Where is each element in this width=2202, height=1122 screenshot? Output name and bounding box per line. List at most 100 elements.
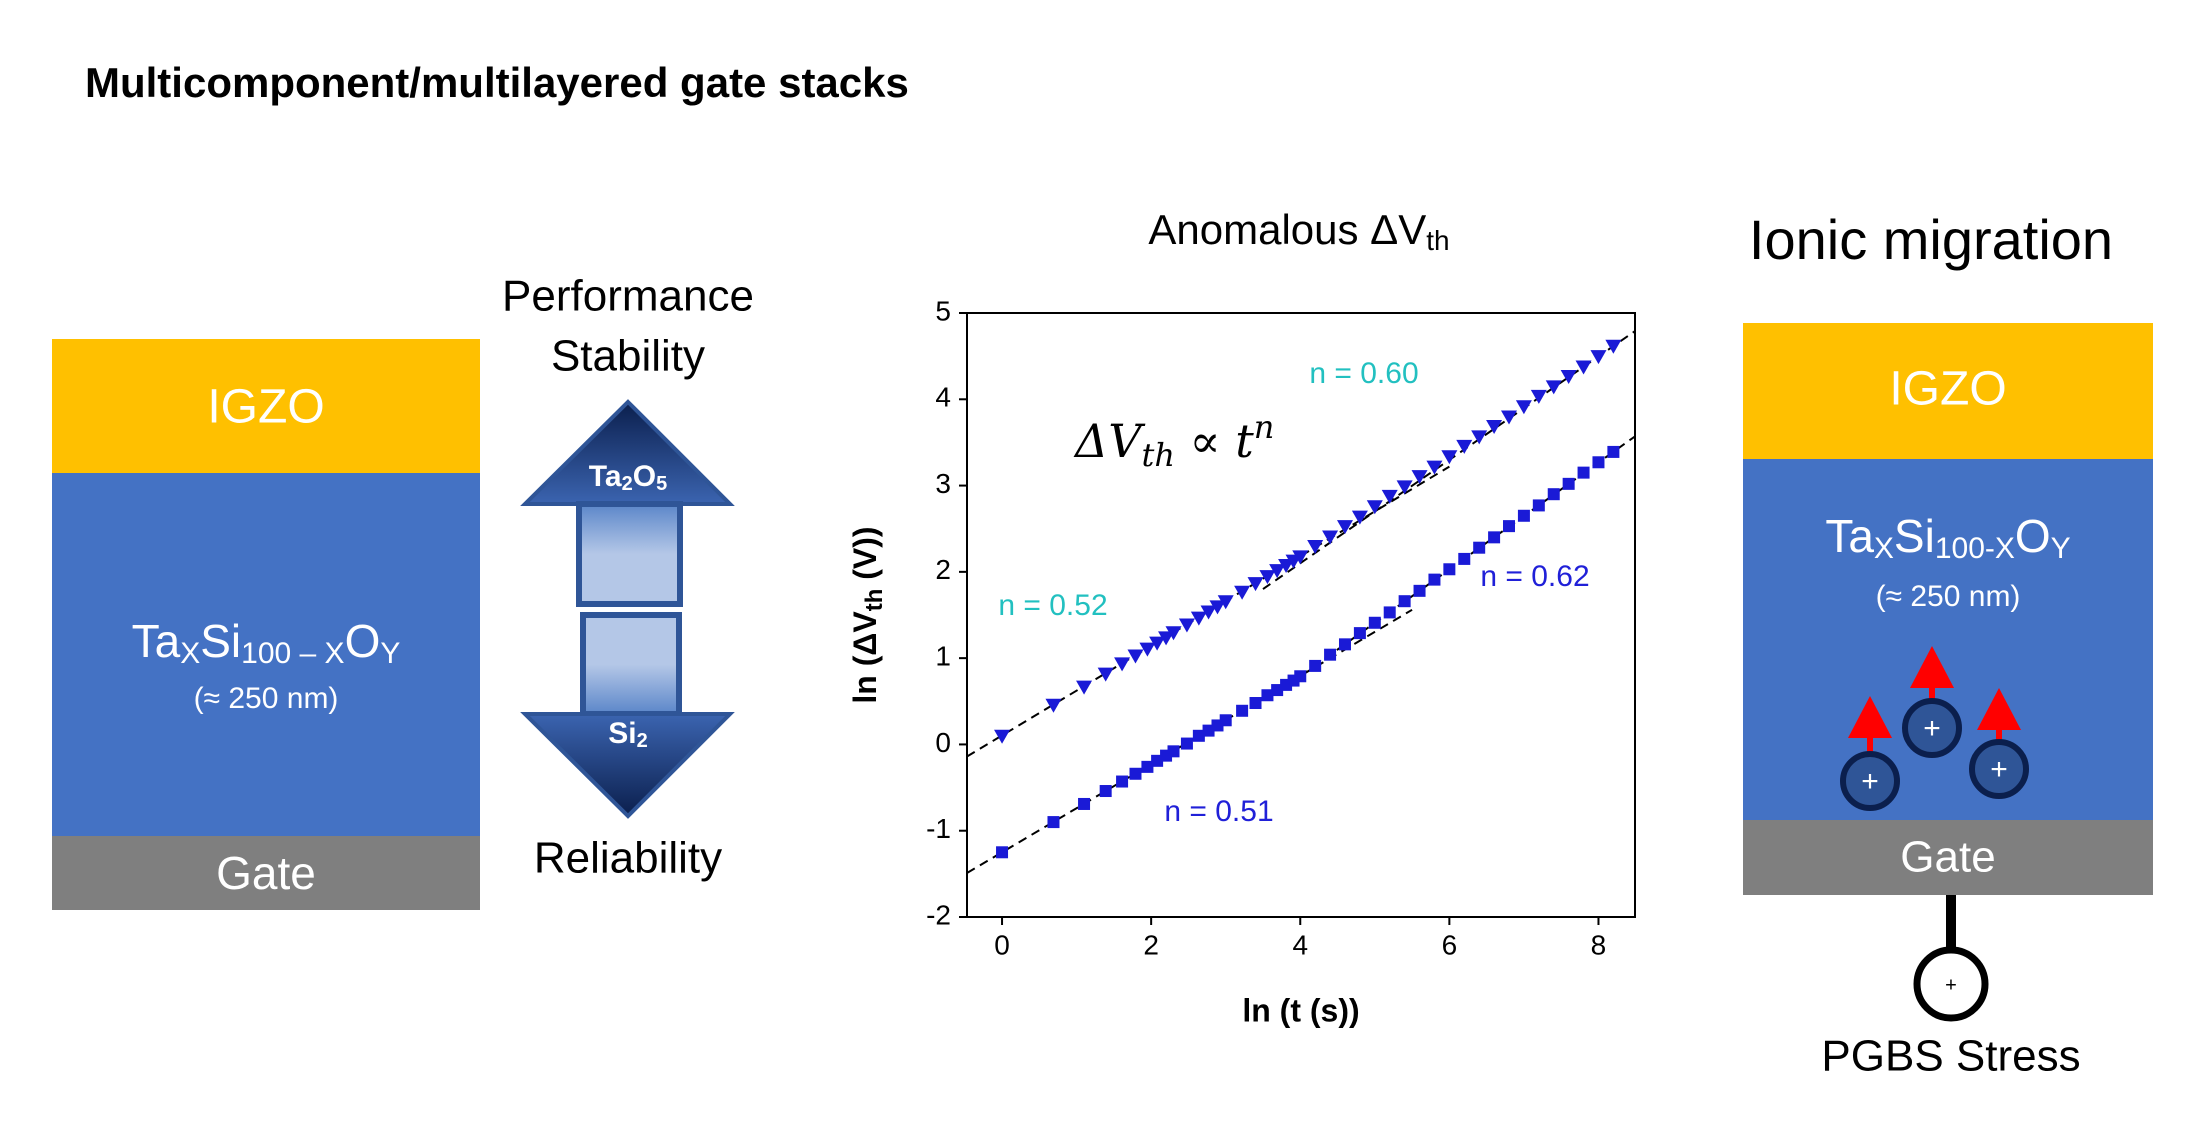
data-point <box>1383 606 1396 619</box>
data-point <box>1396 480 1413 495</box>
ion-arrow-head <box>1848 696 1892 738</box>
data-point <box>1547 488 1560 501</box>
data-point <box>1605 339 1622 354</box>
data-point <box>1307 539 1324 554</box>
layer-label: IGZO <box>1889 363 2006 416</box>
subscript: 2 <box>637 730 648 752</box>
data-point <box>1236 704 1249 717</box>
y-tick-label: -1 <box>926 813 951 844</box>
y-tick-label: -2 <box>926 899 951 930</box>
ions: + + + <box>1840 646 2029 811</box>
text: O <box>345 615 381 667</box>
data-point <box>1078 797 1091 810</box>
section-title: Ionic migration <box>1749 208 2113 271</box>
superscript: n <box>1254 408 1275 446</box>
data-point <box>1324 648 1337 661</box>
y-tick-label: 4 <box>935 382 951 413</box>
page-title: Multicomponent/multilayered gate stacks <box>85 59 909 106</box>
trend-label: Reliability <box>534 834 722 883</box>
voltage-source <box>1913 946 1989 1022</box>
data-point <box>1234 585 1251 600</box>
chart: Anomalous ΔVth ln (t (s)) ln (ΔVth (V)) … <box>847 206 1636 1028</box>
data-point <box>1426 460 1443 475</box>
layer-label: TaXSi100 – XOY <box>132 615 401 670</box>
trend-label: Stability <box>551 332 705 381</box>
subscript: X <box>180 637 200 670</box>
layer-label: Gate <box>1900 833 1995 882</box>
data-point <box>1165 626 1182 641</box>
data-point <box>1530 389 1547 404</box>
data-point <box>1309 659 1322 672</box>
annotation: n = 0.52 <box>998 589 1107 622</box>
data-point <box>1294 670 1307 683</box>
text: Ta <box>132 615 181 667</box>
chart-title: Anomalous ΔVth <box>1148 206 1449 256</box>
x-tick-label: 8 <box>1591 929 1607 960</box>
data-point <box>1517 509 1530 522</box>
data-point <box>1217 595 1234 610</box>
data-point <box>1545 380 1562 395</box>
igzo-layer <box>52 339 480 473</box>
data-point <box>1575 360 1592 375</box>
data-point <box>1353 627 1366 640</box>
dielectric-layer <box>52 473 480 836</box>
data-point <box>1129 767 1142 780</box>
data-point <box>1167 745 1180 758</box>
data-point <box>1047 816 1060 829</box>
data-point <box>1322 530 1339 545</box>
y-tick-label: 5 <box>935 295 951 326</box>
data-point <box>1577 466 1590 479</box>
subscript: Y <box>2051 532 2071 565</box>
y-tick-label: 1 <box>935 641 951 672</box>
data-point <box>1338 638 1351 651</box>
data-point <box>1336 520 1353 535</box>
igzo-layer <box>1743 323 2153 459</box>
formula: ΔVth ∝ tn <box>1073 408 1274 474</box>
data-point <box>1247 577 1264 592</box>
ion <box>1969 739 2029 799</box>
ion-sign: + <box>1990 753 2008 786</box>
subscript: X <box>1874 532 1894 565</box>
data-point <box>1269 564 1286 579</box>
data-point <box>1590 350 1607 365</box>
subscript: th <box>861 589 888 612</box>
y-tick-label: 2 <box>935 554 951 585</box>
data-point <box>1180 737 1193 750</box>
annotation: n = 0.62 <box>1480 560 1589 593</box>
ion-sign: + <box>1923 712 1941 745</box>
x-tick-label: 6 <box>1442 929 1458 960</box>
x-axis-label: ln (t (s)) <box>1242 992 1359 1028</box>
data-point <box>1486 420 1503 435</box>
text: Si <box>608 717 636 750</box>
data-point <box>1532 499 1545 512</box>
data-point <box>1411 470 1428 485</box>
data-point <box>1097 667 1114 682</box>
ion <box>1902 698 1962 758</box>
data-point <box>1139 642 1156 657</box>
data-point <box>1219 714 1232 727</box>
data-point <box>996 846 1009 859</box>
ion-arrow-head <box>1910 646 1954 688</box>
data-point <box>1515 400 1532 415</box>
data-point <box>1471 430 1488 445</box>
data-point <box>1488 531 1501 544</box>
data-point <box>1292 550 1309 565</box>
data-point <box>1149 636 1166 651</box>
data-point <box>1209 600 1226 615</box>
source-sign: + <box>1945 974 1957 996</box>
trend-label: Performance <box>502 272 754 321</box>
data-point <box>1259 570 1276 585</box>
annotation: n = 0.60 <box>1309 357 1418 390</box>
ion-sign: + <box>1861 765 1879 798</box>
gate-layer <box>52 836 480 910</box>
data-point <box>1249 697 1262 710</box>
data-point <box>1141 760 1154 773</box>
data-point <box>1503 520 1516 533</box>
text: Si <box>1894 510 1935 562</box>
text: Ta <box>589 460 622 493</box>
data-point <box>1501 410 1518 425</box>
data-point <box>1178 618 1195 633</box>
text: ΔV <box>1073 414 1146 468</box>
data-point <box>1351 510 1368 525</box>
x-tick-label: 0 <box>994 929 1010 960</box>
